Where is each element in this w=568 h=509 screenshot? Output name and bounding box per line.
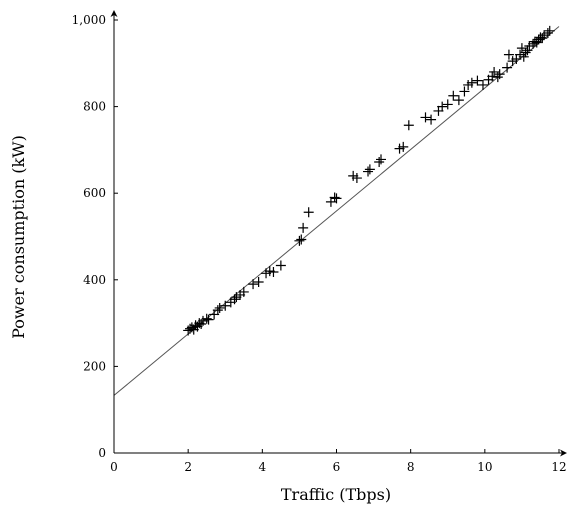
- data-point: [253, 276, 264, 287]
- data-point: [248, 279, 259, 290]
- data-point: [502, 62, 513, 73]
- data-point: [238, 286, 249, 297]
- data-point: [229, 294, 240, 305]
- data-point: [448, 90, 459, 101]
- data-point: [489, 66, 500, 77]
- data-point: [376, 154, 386, 165]
- data-point: [426, 114, 437, 125]
- fit-line-layer: [113, 26, 560, 396]
- data-point: [437, 101, 448, 112]
- x-tick-label: 8: [407, 460, 415, 474]
- data-point: [420, 112, 431, 123]
- data-point: [442, 99, 453, 110]
- data-point: [459, 86, 470, 97]
- data-point: [201, 313, 212, 324]
- data-point: [542, 27, 553, 38]
- data-point: [494, 69, 505, 80]
- x-tick-label: 6: [333, 460, 341, 474]
- data-points-layer: [183, 25, 555, 336]
- data-point: [351, 173, 362, 184]
- data-point: [303, 207, 314, 218]
- data-point: [364, 164, 375, 175]
- y-axis-label: Power consumption (kW): [9, 135, 28, 339]
- data-point: [487, 71, 498, 82]
- data-point: [503, 49, 514, 60]
- x-tick-label: 4: [259, 460, 267, 474]
- x-tick-label: 0: [110, 460, 118, 474]
- data-point: [466, 77, 477, 88]
- data-point: [518, 51, 529, 62]
- data-point: [203, 314, 214, 325]
- x-axis-label: Traffic (Tbps): [281, 485, 391, 504]
- y-axis-arrow: [110, 10, 118, 17]
- x-tick-label: 10: [477, 460, 492, 474]
- data-point: [544, 25, 555, 36]
- y-tick-label: 800: [83, 100, 106, 114]
- data-point: [220, 300, 231, 311]
- data-point: [212, 305, 223, 316]
- data-point: [374, 157, 385, 168]
- data-point: [398, 141, 409, 152]
- data-point: [403, 120, 414, 131]
- data-point: [298, 222, 309, 233]
- data-point: [294, 235, 305, 246]
- data-point: [275, 260, 286, 271]
- axes-layer: [110, 10, 567, 457]
- y-tick-label: 0: [98, 446, 106, 460]
- data-point: [363, 166, 374, 177]
- x-tick-label: 2: [184, 460, 192, 474]
- x-tick-label: 12: [551, 460, 566, 474]
- data-point: [522, 45, 533, 56]
- fit-line: [113, 26, 560, 396]
- y-tick-label: 400: [83, 273, 106, 287]
- data-point: [329, 192, 340, 203]
- y-tick-label: 1,000: [72, 13, 106, 27]
- x-axis-arrow: [560, 449, 567, 457]
- data-point: [331, 193, 342, 204]
- data-point: [268, 267, 279, 278]
- data-point: [477, 79, 488, 90]
- y-tick-label: 200: [83, 359, 106, 373]
- data-point: [296, 234, 307, 245]
- y-tick-label: 600: [83, 186, 106, 200]
- data-point: [214, 302, 225, 313]
- ticks-layer: 0 2 4 6 8 10 12 0 200 400 600 800 1,000: [72, 13, 567, 474]
- data-point: [453, 95, 464, 106]
- data-point: [472, 75, 483, 86]
- data-point: [520, 47, 531, 58]
